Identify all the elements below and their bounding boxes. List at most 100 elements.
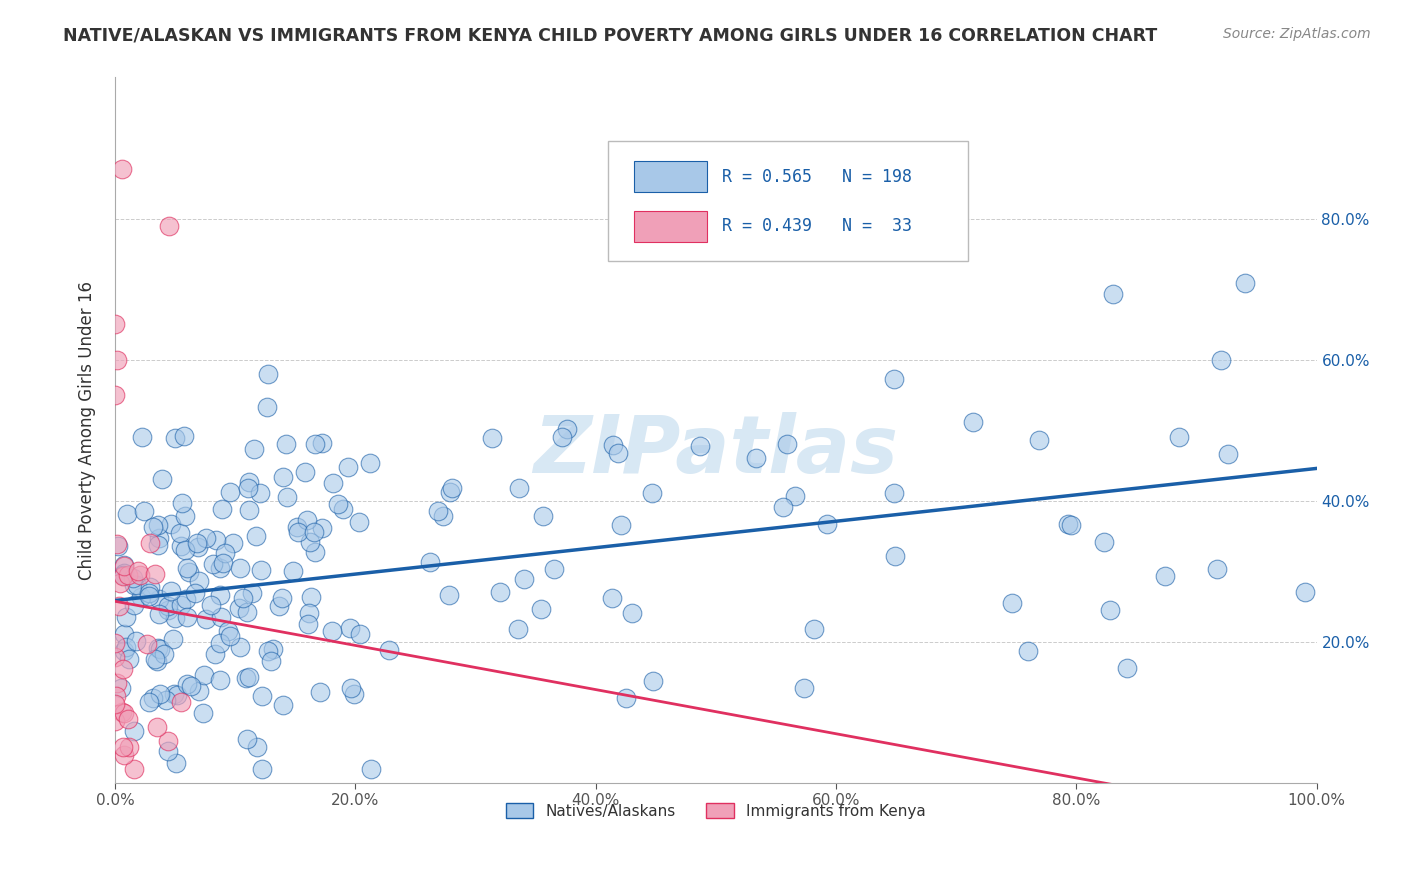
Point (297, 616, 319, 631)
Point (176, 592, 198, 607)
Point (146, 720, 169, 734)
Point (256, 368, 278, 382)
FancyBboxPatch shape (634, 211, 707, 242)
Point (176, 677, 198, 691)
Point (105, 537, 128, 551)
Point (883, 372, 905, 386)
Point (114, 640, 136, 655)
Point (883, 486, 905, 500)
Point (270, 591, 292, 605)
Point (110, 162, 132, 177)
Point (194, 612, 217, 626)
Point (437, 588, 460, 602)
Point (146, 518, 169, 533)
Text: Source: ZipAtlas.com: Source: ZipAtlas.com (1223, 27, 1371, 41)
Point (883, 549, 905, 563)
Point (149, 687, 172, 701)
Point (245, 529, 267, 543)
Point (156, 599, 179, 614)
Point (1092, 535, 1115, 549)
Point (311, 521, 333, 535)
Point (174, 509, 197, 524)
Point (1167, 430, 1189, 444)
Point (426, 504, 449, 518)
Point (772, 500, 794, 514)
Point (163, 431, 186, 445)
Point (115, 610, 138, 624)
Point (276, 490, 298, 504)
Point (186, 536, 208, 550)
Point (1060, 518, 1083, 533)
Point (188, 574, 211, 588)
Point (111, 706, 134, 720)
Point (349, 626, 371, 640)
Point (271, 698, 294, 712)
Point (208, 636, 231, 650)
Point (170, 598, 193, 612)
Point (236, 732, 259, 747)
Point (163, 687, 186, 701)
Point (236, 481, 259, 495)
Point (138, 589, 160, 603)
Point (118, 740, 141, 755)
Point (214, 546, 236, 560)
Point (112, 566, 135, 580)
Point (228, 601, 250, 615)
Point (155, 692, 177, 706)
Point (107, 599, 129, 614)
Point (1001, 596, 1024, 610)
Point (602, 438, 624, 452)
Point (104, 318, 127, 332)
Point (304, 436, 326, 450)
Point (776, 437, 799, 451)
Point (146, 641, 169, 656)
Point (235, 672, 257, 686)
Point (138, 585, 160, 599)
Point (1017, 644, 1039, 658)
Point (440, 481, 463, 495)
Point (159, 583, 181, 598)
Point (105, 352, 128, 367)
Point (269, 599, 291, 613)
Point (146, 655, 169, 669)
Point (1209, 353, 1232, 368)
Point (105, 689, 128, 703)
Point (208, 588, 231, 602)
Point (104, 388, 127, 402)
Point (122, 578, 145, 592)
Point (238, 670, 260, 684)
Point (107, 540, 129, 554)
Point (294, 466, 316, 480)
Point (243, 442, 266, 456)
Point (104, 636, 127, 650)
Point (160, 516, 183, 531)
Point (240, 586, 263, 600)
Point (143, 567, 166, 582)
Point (114, 706, 136, 720)
Point (104, 649, 127, 664)
Text: NATIVE/ALASKAN VS IMMIGRANTS FROM KENYA CHILD POVERTY AMONG GIRLS UNDER 16 CORRE: NATIVE/ALASKAN VS IMMIGRANTS FROM KENYA … (63, 27, 1157, 45)
Point (204, 533, 226, 548)
Point (229, 640, 252, 654)
Point (173, 429, 195, 443)
Point (112, 558, 135, 573)
Point (250, 563, 273, 577)
Point (607, 446, 630, 460)
Point (332, 502, 354, 516)
Point (112, 644, 135, 658)
Point (340, 681, 363, 695)
Point (793, 681, 815, 695)
Point (339, 621, 361, 635)
Point (513, 572, 536, 586)
Point (191, 706, 214, 720)
Text: R = 0.439   N =  33: R = 0.439 N = 33 (721, 218, 912, 235)
Point (256, 400, 278, 414)
Point (184, 586, 207, 600)
Point (179, 565, 201, 579)
Point (104, 697, 127, 711)
Point (204, 647, 226, 661)
Point (257, 643, 280, 657)
Point (176, 609, 198, 624)
Point (555, 422, 578, 436)
Point (195, 531, 218, 545)
